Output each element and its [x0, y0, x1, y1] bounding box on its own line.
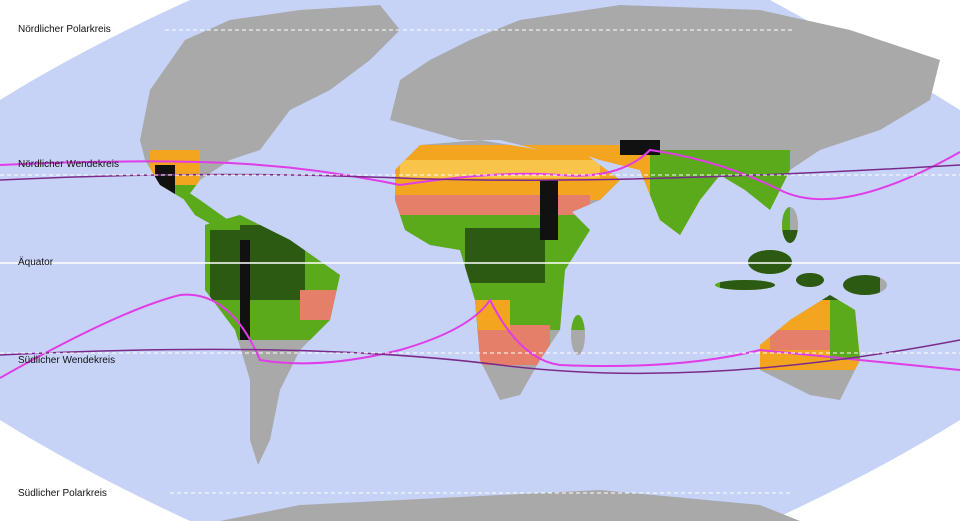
zone-rainforest — [465, 228, 545, 283]
itcz-north-line — [0, 148, 960, 201]
arctic-circle-label: Nördlicher Polarkreis — [18, 24, 111, 35]
zone-dry-savanna — [390, 195, 590, 217]
tropic-capricorn-label: Südlicher Wendekreis — [18, 355, 116, 366]
tropic-cancer-label: Nördlicher Wendekreis — [18, 159, 119, 170]
zone-mountain — [540, 180, 558, 240]
antarctica — [220, 490, 800, 521]
itcz-south-line — [0, 293, 960, 379]
antarctic-circle-label: Südlicher Polarkreis — [18, 488, 107, 499]
equator-label: Äquator — [18, 257, 54, 268]
